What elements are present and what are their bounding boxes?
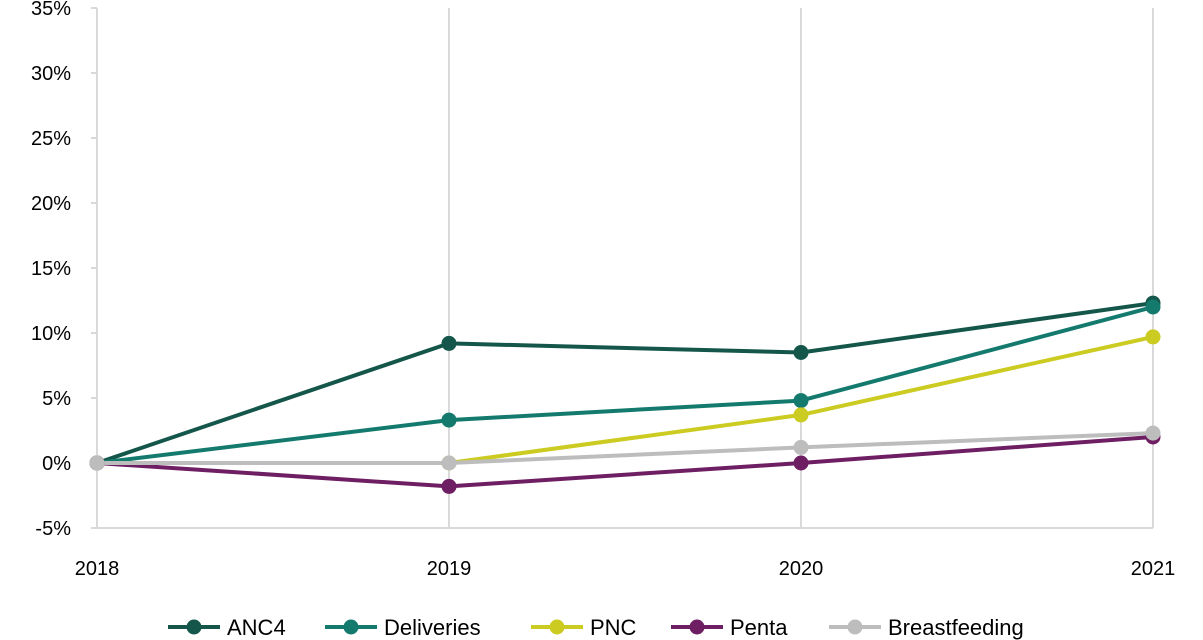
data-point-anc4-2020 bbox=[793, 345, 809, 360]
legend-label: ANC4 bbox=[227, 615, 286, 640]
data-point-breastfeeding-2020 bbox=[793, 439, 809, 455]
data-point-breastfeeding-2018 bbox=[89, 455, 105, 471]
y-tick-label: 35% bbox=[31, 0, 71, 20]
x-tick-label-2020: 2020 bbox=[779, 558, 824, 580]
legend-swatch-marker bbox=[343, 619, 359, 635]
data-point-anc4-2019 bbox=[441, 335, 457, 351]
axes bbox=[91, 7, 1153, 529]
y-tick-label: 30% bbox=[31, 63, 71, 85]
data-point-deliveries-2020 bbox=[793, 393, 809, 409]
data-point-penta-2019 bbox=[441, 478, 457, 494]
x-tick-label-2019: 2019 bbox=[427, 558, 472, 580]
legend-item-pnc: PNC bbox=[531, 615, 637, 640]
y-axis-tick-labels: -5% 0% 5% 10% 15% 20% 25% 30% 35% bbox=[31, 0, 71, 540]
series-line-deliveries bbox=[95, 305, 1155, 465]
legend-swatch-marker bbox=[186, 619, 202, 635]
legend-swatch-marker bbox=[689, 619, 705, 635]
data-point-deliveries-2019 bbox=[441, 412, 457, 428]
data-point-pnc-2020 bbox=[793, 407, 809, 423]
series-line-penta bbox=[95, 435, 1155, 489]
series-line-breastfeeding bbox=[95, 431, 1155, 465]
data-point-deliveries-2021 bbox=[1145, 299, 1161, 315]
legend-label: Penta bbox=[730, 615, 788, 640]
data-point-breastfeeding-2021 bbox=[1145, 425, 1161, 441]
legend-swatch-marker bbox=[847, 619, 863, 635]
legend-item-penta: Penta bbox=[671, 615, 788, 640]
series-points bbox=[89, 295, 1161, 494]
y-tick-label: 5% bbox=[42, 388, 71, 410]
data-point-penta-2020 bbox=[793, 455, 809, 471]
series-line-anc4 bbox=[95, 301, 1155, 465]
legend-item-anc4: ANC4 bbox=[168, 615, 286, 640]
legend-label: PNC bbox=[590, 615, 637, 640]
x-tick-label-2021: 2021 bbox=[1131, 558, 1176, 580]
y-tick-label: 20% bbox=[31, 193, 71, 215]
data-point-pnc-2021 bbox=[1145, 329, 1161, 345]
data-point-breastfeeding-2019 bbox=[441, 455, 457, 471]
legend: ANC4 Deliveries PNC Penta Breastfeeding bbox=[168, 615, 1024, 640]
y-tick-label: 25% bbox=[31, 128, 71, 150]
y-tick-label: 10% bbox=[31, 323, 71, 345]
legend-label: Breastfeeding bbox=[888, 615, 1024, 640]
legend-swatch-marker bbox=[549, 619, 565, 635]
legend-item-breastfeeding: Breastfeeding bbox=[829, 615, 1024, 640]
y-tick-label: 0% bbox=[42, 453, 71, 475]
legend-item-deliveries: Deliveries bbox=[325, 615, 481, 640]
y-tick-label: -5% bbox=[35, 518, 71, 540]
series-lines bbox=[95, 301, 1155, 489]
legend-label: Deliveries bbox=[384, 615, 481, 640]
x-axis-tick-labels: 2018 2019 2020 2021 bbox=[75, 558, 1176, 580]
x-tick-label-2018: 2018 bbox=[75, 558, 120, 580]
y-tick-label: 15% bbox=[31, 258, 71, 280]
